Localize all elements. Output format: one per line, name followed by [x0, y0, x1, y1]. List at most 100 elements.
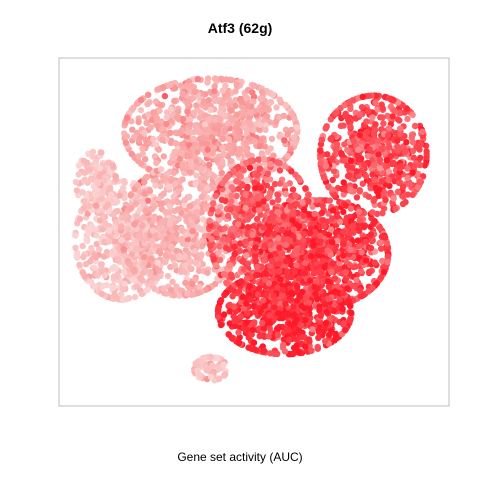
data-point [274, 159, 280, 165]
data-point [212, 75, 218, 81]
data-point [274, 285, 280, 291]
data-point [118, 223, 124, 229]
data-point [330, 207, 336, 213]
data-point [213, 262, 219, 268]
point-layer [72, 75, 430, 383]
data-point [105, 201, 111, 207]
data-point [302, 317, 308, 323]
data-point [294, 247, 300, 253]
data-point [161, 153, 167, 159]
data-point [264, 113, 270, 119]
data-point [315, 335, 321, 341]
data-point [131, 267, 137, 273]
data-point [348, 310, 354, 316]
data-point [417, 162, 423, 168]
data-point [98, 269, 104, 275]
data-point [287, 237, 293, 243]
data-point [157, 273, 163, 279]
data-point [179, 150, 185, 156]
data-point [371, 162, 377, 168]
data-point [355, 237, 361, 243]
data-point [268, 145, 274, 151]
data-point [332, 146, 338, 152]
data-point [277, 97, 283, 103]
data-point [266, 312, 272, 318]
data-point [157, 225, 163, 231]
data-point [328, 269, 334, 275]
data-point [173, 225, 179, 231]
data-point [302, 343, 308, 349]
data-point [133, 213, 139, 219]
data-point [268, 99, 274, 105]
data-point [286, 327, 292, 333]
data-point [172, 181, 178, 187]
data-point [327, 197, 333, 203]
data-point [225, 213, 231, 219]
data-point [332, 288, 338, 294]
data-point [82, 176, 88, 182]
data-point [329, 186, 335, 192]
data-point [328, 226, 334, 232]
data-point [93, 254, 99, 260]
data-point [382, 234, 388, 240]
data-point [97, 217, 103, 223]
data-point [82, 273, 88, 279]
data-point [222, 371, 228, 377]
data-point [415, 184, 421, 190]
data-point [305, 198, 311, 204]
data-point [234, 232, 240, 238]
data-point [206, 162, 212, 168]
data-point [423, 154, 429, 160]
data-point [347, 186, 353, 192]
data-point [329, 215, 335, 221]
data-point [372, 177, 378, 183]
data-point [346, 172, 352, 178]
data-point [175, 206, 181, 212]
data-point [404, 165, 410, 171]
data-point [131, 221, 137, 227]
data-point [79, 189, 85, 195]
data-point [151, 203, 157, 209]
data-point [407, 181, 413, 187]
data-point [211, 88, 217, 94]
data-point [368, 232, 374, 238]
data-point [340, 228, 346, 234]
data-point [298, 322, 304, 328]
data-point [236, 288, 242, 294]
data-point [141, 260, 147, 266]
data-point [286, 337, 292, 343]
data-point [419, 129, 425, 135]
data-point [380, 105, 386, 111]
data-point [322, 338, 328, 344]
data-point [242, 205, 248, 211]
data-point [281, 113, 287, 119]
data-point [317, 148, 323, 154]
data-point [302, 260, 308, 266]
data-point [172, 149, 178, 155]
data-point [232, 88, 238, 94]
data-point [361, 162, 367, 168]
data-point [93, 232, 99, 238]
data-point [231, 251, 237, 257]
data-point [363, 118, 369, 124]
data-point [225, 173, 231, 179]
data-point [265, 231, 271, 237]
data-point [375, 138, 381, 144]
data-point [218, 297, 224, 303]
data-point [218, 322, 224, 328]
data-point [113, 265, 119, 271]
data-point [122, 214, 128, 220]
data-point [148, 256, 154, 262]
data-point [206, 116, 212, 122]
data-point [138, 160, 144, 166]
data-point [93, 202, 99, 208]
data-point [77, 216, 83, 222]
data-point [403, 139, 409, 145]
data-point [289, 217, 295, 223]
data-point [163, 121, 169, 127]
data-point [397, 126, 403, 132]
data-point [143, 208, 149, 214]
data-point [162, 93, 168, 99]
data-point [220, 361, 226, 367]
data-point [269, 199, 275, 205]
